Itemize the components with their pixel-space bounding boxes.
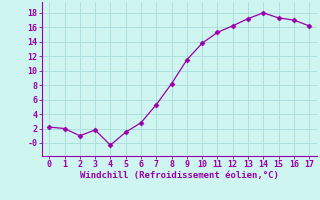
X-axis label: Windchill (Refroidissement éolien,°C): Windchill (Refroidissement éolien,°C) (80, 171, 279, 180)
